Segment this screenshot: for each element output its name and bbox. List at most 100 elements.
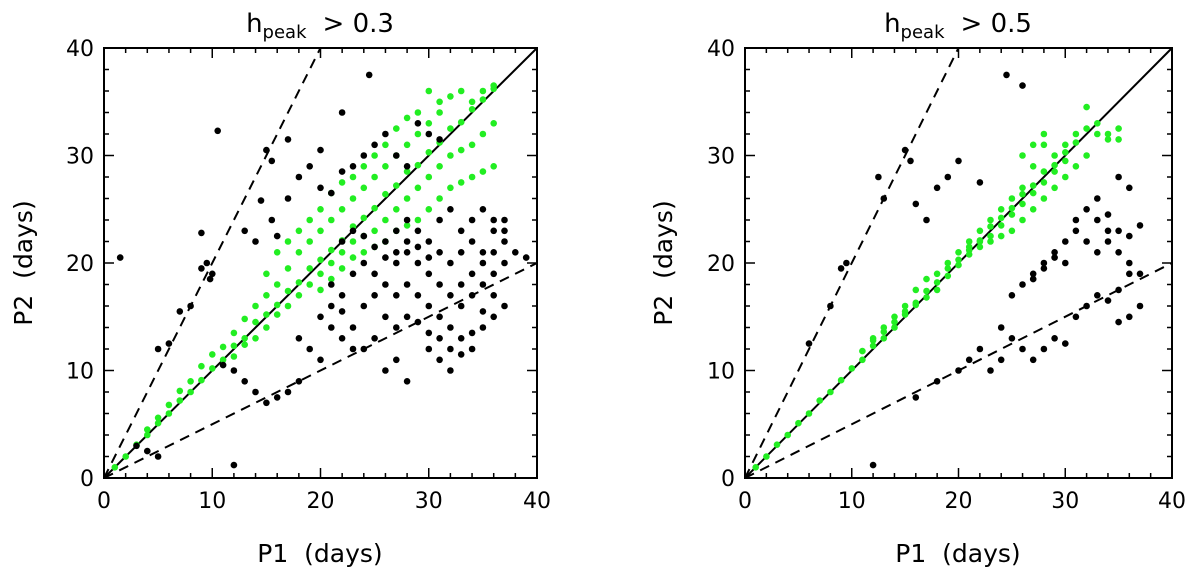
- panel-right-selected-point: [891, 324, 898, 331]
- panel-left-xtick-label: 0: [97, 489, 111, 514]
- panel-left-ylabel: P2 (days): [9, 200, 38, 325]
- panel-left-xlabel: P1 (days): [257, 539, 382, 568]
- panel-right-selected-point: [1008, 204, 1016, 212]
- panel-left-other-point: [501, 302, 508, 310]
- panel-right-other-point: [901, 146, 909, 154]
- panel-right-selected-point: [933, 286, 941, 294]
- panel-right-selected-point: [891, 313, 898, 321]
- panel-right-other-point: [1051, 335, 1058, 342]
- panel-left-other-point: [206, 275, 214, 283]
- panel-left-selected-point: [425, 206, 433, 213]
- panel-left-selected-point: [338, 249, 346, 256]
- panel-left-selected-point: [479, 130, 487, 138]
- panel-left-other-point: [382, 313, 389, 321]
- panel-right-other-point: [1104, 211, 1112, 218]
- panel-left-selected-point: [371, 204, 378, 212]
- panel-right-selected-point: [1083, 125, 1090, 132]
- panel-left-selected-point: [306, 281, 314, 288]
- panel-right-xtick-label: 0: [738, 489, 752, 514]
- panel-left-selected-point: [338, 179, 346, 186]
- panel-left-other-point: [306, 345, 314, 353]
- panel-right-ytick-label: 0: [721, 467, 735, 492]
- panel-left-selected-point: [198, 362, 205, 370]
- panel-right-selected-point: [1008, 195, 1016, 202]
- panel-right-selected-point: [1019, 200, 1026, 208]
- panel-right-ytick-label: 20: [707, 252, 735, 277]
- panel-right-selected-point: [997, 232, 1005, 240]
- panel-right-selected-point: [965, 251, 973, 258]
- panel-right-selected-point: [763, 453, 770, 460]
- panel-right-selected-point: [912, 286, 920, 294]
- panel-left-ytick-label: 10: [66, 360, 94, 385]
- panel-left-other-point: [414, 318, 422, 326]
- panel-left-other-point: [403, 378, 411, 385]
- panel-right-selected-point: [880, 328, 888, 336]
- panel-left-other-point: [393, 324, 400, 331]
- panel-right-ytick-label: 10: [707, 360, 735, 385]
- panel-left-selected-point: [263, 270, 270, 278]
- panel-left-selected-point: [490, 82, 498, 89]
- panel-right-selected-point: [1104, 130, 1112, 138]
- panel-left-selected-point: [230, 353, 238, 360]
- panel-right-selected-point: [1051, 161, 1058, 169]
- panel-left-other-point: [468, 292, 476, 299]
- panel-left-other-point: [425, 302, 433, 310]
- panel-left-selected-point: [284, 265, 292, 272]
- panel-left-other-point: [522, 254, 530, 261]
- panel-left-selected-point: [198, 376, 205, 384]
- panel-left-selected-point: [328, 275, 335, 283]
- panel-left-other-point: [382, 238, 389, 245]
- panel-left-other-point: [257, 197, 265, 204]
- panel-left-other-point: [436, 249, 443, 256]
- panel-left-other-point: [403, 163, 411, 170]
- panel-right-selected-point: [1094, 120, 1101, 127]
- panel-left-other-point: [382, 367, 389, 374]
- panel-left-selected-point: [479, 87, 487, 95]
- panel-left-title-condition: > 0.3: [323, 9, 394, 39]
- panel-left-other-point: [382, 130, 389, 138]
- panel-left-selected-point: [111, 464, 119, 471]
- panel-right-other-point: [923, 216, 930, 224]
- panel-right-selected-point: [859, 356, 866, 364]
- panel-right-selected-point: [944, 259, 952, 267]
- panel-left-selected-point: [252, 302, 259, 310]
- panel-left-selected-point: [144, 431, 151, 439]
- panel-right-selected-point: [1008, 211, 1016, 218]
- panel-left-other-point: [230, 461, 238, 469]
- panel-right-selected-point: [1029, 182, 1037, 189]
- panel-left-selected-point: [349, 173, 357, 181]
- panel-left-selected-point: [371, 227, 378, 235]
- panel-left-selected-point: [306, 265, 314, 272]
- panel-left-selected-point: [273, 281, 281, 288]
- panel-left-selected-point: [447, 93, 454, 100]
- panel-left-other-point: [273, 232, 281, 240]
- panel-left-other-point: [317, 313, 324, 321]
- panel-left-selected-point: [219, 343, 227, 351]
- panel-right-title-subscript: peak: [901, 22, 946, 43]
- panel-left-selected-point: [414, 109, 422, 116]
- panel-right-selected-point: [987, 223, 994, 230]
- panel-left-other-point: [403, 313, 411, 321]
- panel-right-ytick-label: 40: [707, 37, 735, 62]
- panel-right-other-point: [1019, 345, 1026, 353]
- panel-left-selected-point: [154, 419, 162, 427]
- panel-left-selected-point: [447, 125, 454, 132]
- panel-right-other-point: [1072, 227, 1080, 235]
- panel-left-other-point: [187, 302, 194, 310]
- panel-right-selected-point: [1040, 130, 1048, 138]
- panel-left-selected-point: [414, 216, 422, 224]
- panel-left-selected-point: [414, 161, 422, 169]
- panel-left-other-point: [338, 335, 346, 342]
- panel-left-other-point: [371, 141, 378, 149]
- panel-left-other-point: [414, 259, 422, 267]
- panel-left-selected-point: [436, 109, 443, 116]
- panel-left-other-point: [273, 394, 281, 401]
- panel-left-selected-point: [403, 168, 411, 175]
- panel-left-other-point: [490, 249, 498, 256]
- panel-left-xtick-label: 20: [307, 489, 335, 514]
- panel-left-selected-point: [468, 173, 476, 181]
- panel-right-selected-point: [1115, 125, 1122, 132]
- panel-left-selected-point: [122, 453, 129, 460]
- panel-left-selected-point: [295, 292, 303, 299]
- panel-left-selected-point: [360, 163, 368, 170]
